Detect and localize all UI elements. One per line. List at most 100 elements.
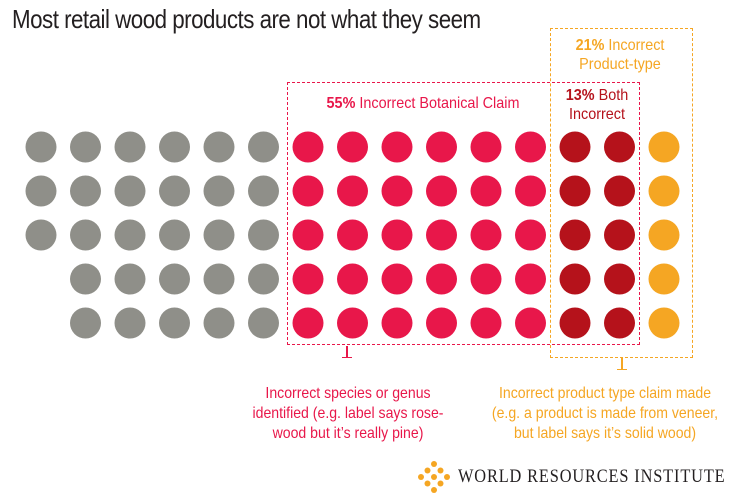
correct-dot bbox=[114, 131, 146, 163]
correct-dot bbox=[159, 131, 190, 163]
botanical-dot bbox=[292, 131, 324, 163]
correct-dot bbox=[114, 263, 146, 295]
botanical-dot bbox=[470, 131, 502, 163]
product-type-note-line-2: (e.g. a product is made from veneer, bbox=[491, 405, 719, 422]
correct-dot bbox=[248, 175, 279, 207]
correct-dot bbox=[114, 307, 146, 339]
product-type-note-line-1: Incorrect product type claim made bbox=[498, 385, 712, 402]
botanical-claim-label: 55% Incorrect Botanical Claim bbox=[315, 94, 531, 113]
botanical-dot bbox=[292, 219, 324, 251]
botanical-claim-bracket bbox=[287, 82, 640, 345]
botanical-dot bbox=[470, 263, 502, 295]
product-type-note-line-3: but label says it’s solid wood) bbox=[513, 425, 697, 442]
correct-dot bbox=[70, 307, 101, 339]
correct-dot bbox=[159, 263, 190, 295]
correct-dot bbox=[203, 263, 235, 295]
product-type-percent: 21% bbox=[575, 37, 605, 54]
both-incorrect-dot bbox=[559, 131, 591, 163]
correct-dot bbox=[248, 263, 279, 295]
correct-dot bbox=[203, 307, 235, 339]
correct-dot bbox=[70, 219, 101, 251]
botanical-note-line-3: wood but it’s really pine) bbox=[272, 425, 424, 442]
botanical-dot bbox=[292, 263, 324, 295]
botanical-dot bbox=[381, 131, 413, 163]
product-type-note: Incorrect product type claim made (e.g. … bbox=[486, 384, 724, 444]
both-incorrect-percent: 13% bbox=[565, 87, 595, 104]
both-incorrect-dot bbox=[559, 175, 591, 207]
both-incorrect-dot bbox=[559, 219, 591, 251]
botanical-dot bbox=[515, 307, 546, 339]
both-incorrect-text-1: Both bbox=[598, 87, 629, 104]
correct-dot bbox=[25, 219, 57, 251]
botanical-dot bbox=[292, 175, 324, 207]
wri-logo-icon bbox=[418, 461, 450, 493]
both-incorrect-label: 13% Both Incorrect bbox=[561, 86, 633, 124]
correct-dot bbox=[114, 175, 146, 207]
botanical-note-line-2: identified (e.g. label says rose- bbox=[252, 405, 444, 422]
botanical-dot bbox=[337, 263, 368, 295]
botanical-dot bbox=[292, 307, 324, 339]
correct-dot bbox=[203, 219, 235, 251]
botanical-dot bbox=[515, 131, 546, 163]
botanical-claim-percent: 55% bbox=[326, 95, 356, 112]
botanical-dot bbox=[515, 175, 546, 207]
both-incorrect-dot bbox=[604, 175, 635, 207]
product-type-bracket bbox=[550, 28, 693, 358]
product-type-dot bbox=[648, 175, 680, 207]
correct-dot bbox=[70, 175, 101, 207]
both-incorrect-dot bbox=[604, 263, 635, 295]
botanical-dot bbox=[470, 219, 502, 251]
botanical-dot bbox=[470, 175, 502, 207]
botanical-dot bbox=[426, 219, 457, 251]
botanical-claim-text: Incorrect Botanical Claim bbox=[359, 95, 520, 112]
product-type-dot bbox=[648, 131, 680, 163]
product-type-dot bbox=[648, 263, 680, 295]
correct-dot bbox=[114, 219, 146, 251]
correct-dot bbox=[70, 263, 101, 295]
correct-dot bbox=[203, 131, 235, 163]
product-type-label: 21% Incorrect Product-type bbox=[575, 36, 665, 74]
both-incorrect-dot bbox=[604, 219, 635, 251]
correct-dot bbox=[25, 131, 57, 163]
product-type-text-2: Product-type bbox=[579, 56, 661, 73]
correct-dot bbox=[159, 307, 190, 339]
correct-dot bbox=[25, 175, 57, 207]
chart-title: Most retail wood products are not what t… bbox=[12, 4, 481, 34]
botanical-dot bbox=[426, 307, 457, 339]
botanical-connector bbox=[343, 346, 351, 358]
botanical-dot bbox=[381, 219, 413, 251]
botanical-dot bbox=[381, 175, 413, 207]
product-type-connector bbox=[618, 358, 626, 370]
botanical-note: Incorrect species or genus identified (e… bbox=[251, 384, 445, 444]
botanical-dot bbox=[381, 263, 413, 295]
botanical-note-line-1: Incorrect species or genus bbox=[265, 385, 431, 402]
correct-dot bbox=[203, 175, 235, 207]
botanical-dot bbox=[515, 263, 546, 295]
correct-dot bbox=[248, 131, 279, 163]
correct-dot bbox=[248, 307, 279, 339]
product-type-text-1: Incorrect bbox=[608, 37, 665, 54]
correct-dot bbox=[159, 175, 190, 207]
botanical-dot bbox=[470, 307, 502, 339]
botanical-dot bbox=[337, 307, 368, 339]
product-type-dot bbox=[648, 307, 680, 339]
botanical-dot bbox=[426, 175, 457, 207]
botanical-dot bbox=[337, 175, 368, 207]
both-incorrect-dot bbox=[559, 263, 591, 295]
botanical-dot bbox=[337, 131, 368, 163]
botanical-dot bbox=[381, 307, 413, 339]
product-type-dot bbox=[648, 219, 680, 251]
botanical-dot bbox=[426, 131, 457, 163]
correct-dot bbox=[159, 219, 190, 251]
both-incorrect-text-2: Incorrect bbox=[568, 106, 626, 123]
both-incorrect-dot bbox=[604, 307, 635, 339]
wri-logo-text: WORLD RESOURCES INSTITUTE bbox=[458, 466, 726, 487]
correct-dot bbox=[248, 219, 279, 251]
botanical-dot bbox=[337, 219, 368, 251]
botanical-dot bbox=[426, 263, 457, 295]
both-incorrect-dot bbox=[559, 307, 591, 339]
botanical-dot bbox=[515, 219, 546, 251]
both-incorrect-dot bbox=[604, 131, 635, 163]
correct-dot bbox=[70, 131, 101, 163]
